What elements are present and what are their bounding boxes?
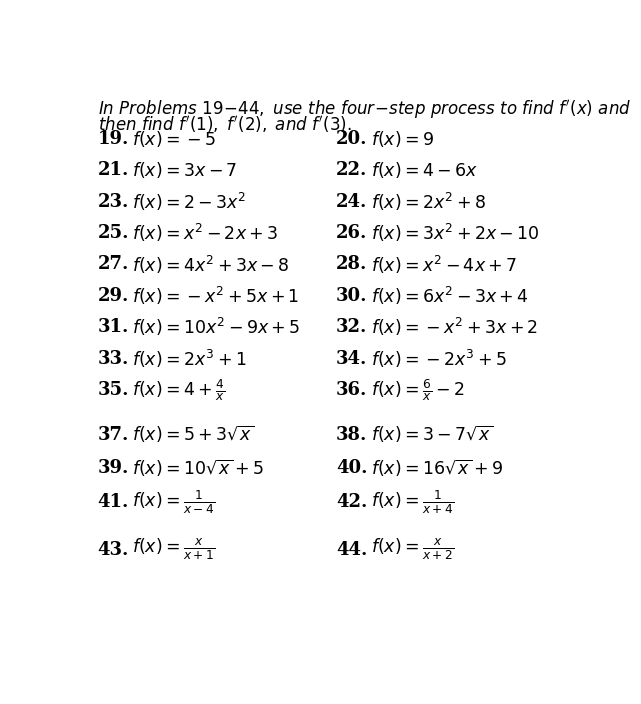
Text: $f(x) = \frac{1}{x + 4}$: $f(x) = \frac{1}{x + 4}$ bbox=[370, 488, 454, 516]
Text: $f(x) = 3x^2 + 2x - 10$: $f(x) = 3x^2 + 2x - 10$ bbox=[370, 222, 539, 244]
Text: 32.: 32. bbox=[336, 318, 367, 337]
Text: 38.: 38. bbox=[336, 426, 367, 444]
Text: 35.: 35. bbox=[97, 381, 129, 399]
Text: $f(x) = 5 + 3\sqrt{x}$: $f(x) = 5 + 3\sqrt{x}$ bbox=[132, 424, 254, 445]
Text: $f(x) = \frac{x}{x + 1}$: $f(x) = \frac{x}{x + 1}$ bbox=[132, 537, 215, 562]
Text: 41.: 41. bbox=[97, 493, 129, 511]
Text: 19.: 19. bbox=[97, 130, 129, 148]
Text: 24.: 24. bbox=[336, 193, 367, 210]
Text: 27.: 27. bbox=[97, 256, 129, 273]
Text: 42.: 42. bbox=[336, 493, 367, 511]
Text: 29.: 29. bbox=[97, 287, 129, 305]
Text: $f(x) = x^2 - 2x + 3$: $f(x) = x^2 - 2x + 3$ bbox=[132, 222, 279, 244]
Text: $f(x) = 4x^2 + 3x - 8$: $f(x) = 4x^2 + 3x - 8$ bbox=[132, 253, 290, 275]
Text: 37.: 37. bbox=[97, 426, 129, 444]
Text: 20.: 20. bbox=[336, 130, 367, 148]
Text: $f(x) = x^2 - 4x + 7$: $f(x) = x^2 - 4x + 7$ bbox=[370, 253, 517, 275]
Text: 28.: 28. bbox=[336, 256, 367, 273]
Text: $f(x) = -x^2 + 5x + 1$: $f(x) = -x^2 + 5x + 1$ bbox=[132, 285, 299, 307]
Text: 23.: 23. bbox=[97, 193, 129, 210]
Text: $f(x) = 16\sqrt{x} + 9$: $f(x) = 16\sqrt{x} + 9$ bbox=[370, 458, 503, 479]
Text: 22.: 22. bbox=[336, 161, 367, 179]
Text: $f(x) = 10x^2 - 9x + 5$: $f(x) = 10x^2 - 9x + 5$ bbox=[132, 316, 301, 339]
Text: $f(x) = 10\sqrt{x} + 5$: $f(x) = 10\sqrt{x} + 5$ bbox=[132, 458, 264, 479]
Text: $\mathit{In\ Problems\ 19}$$\mathit{\!-\!44,\ use\ the\ four\!-\!step\ process\ : $\mathit{In\ Problems\ 19}$$\mathit{\!-\… bbox=[97, 98, 631, 121]
Text: $f(x) = 9$: $f(x) = 9$ bbox=[370, 129, 434, 149]
Text: 34.: 34. bbox=[336, 350, 367, 367]
Text: 30.: 30. bbox=[336, 287, 367, 305]
Text: 33.: 33. bbox=[97, 350, 129, 367]
Text: $f(x) = 2 - 3x^2$: $f(x) = 2 - 3x^2$ bbox=[132, 191, 247, 213]
Text: $f(x) = \frac{1}{x - 4}$: $f(x) = \frac{1}{x - 4}$ bbox=[132, 488, 215, 516]
Text: $f(x) = -2x^3 + 5$: $f(x) = -2x^3 + 5$ bbox=[370, 348, 506, 370]
Text: $f(x) = 3 - 7\sqrt{x}$: $f(x) = 3 - 7\sqrt{x}$ bbox=[370, 424, 493, 445]
Text: 26.: 26. bbox=[336, 224, 367, 242]
Text: 21.: 21. bbox=[97, 161, 129, 179]
Text: $f(x) = \frac{6}{x} - 2$: $f(x) = \frac{6}{x} - 2$ bbox=[370, 377, 465, 403]
Text: $\mathit{then\ find\ }$$f'(1)$$\mathit{,\ }$$f'(2)$$\mathit{,\ and\ }$$f'(3)$$\m: $\mathit{then\ find\ }$$f'(1)$$\mathit{,… bbox=[97, 114, 351, 135]
Text: $f(x) = -x^2 + 3x + 2$: $f(x) = -x^2 + 3x + 2$ bbox=[370, 316, 538, 339]
Text: 31.: 31. bbox=[97, 318, 129, 337]
Text: $f(x) = 4 - 6x$: $f(x) = 4 - 6x$ bbox=[370, 160, 478, 180]
Text: $f(x) = 3x - 7$: $f(x) = 3x - 7$ bbox=[132, 160, 238, 180]
Text: $f(x) = -5$: $f(x) = -5$ bbox=[132, 129, 217, 149]
Text: 44.: 44. bbox=[336, 541, 367, 558]
Text: 25.: 25. bbox=[97, 224, 129, 242]
Text: 39.: 39. bbox=[97, 459, 129, 477]
Text: 36.: 36. bbox=[336, 381, 367, 399]
Text: $f(x) = 4 + \frac{4}{x}$: $f(x) = 4 + \frac{4}{x}$ bbox=[132, 377, 226, 403]
Text: 40.: 40. bbox=[336, 459, 367, 477]
Text: $f(x) = 2x^3 + 1$: $f(x) = 2x^3 + 1$ bbox=[132, 348, 247, 370]
Text: $f(x) = 2x^2 + 8$: $f(x) = 2x^2 + 8$ bbox=[370, 191, 485, 213]
Text: $f(x) = 6x^2 - 3x + 4$: $f(x) = 6x^2 - 3x + 4$ bbox=[370, 285, 528, 307]
Text: $f(x) = \frac{x}{x + 2}$: $f(x) = \frac{x}{x + 2}$ bbox=[370, 537, 454, 562]
Text: 43.: 43. bbox=[97, 541, 129, 558]
